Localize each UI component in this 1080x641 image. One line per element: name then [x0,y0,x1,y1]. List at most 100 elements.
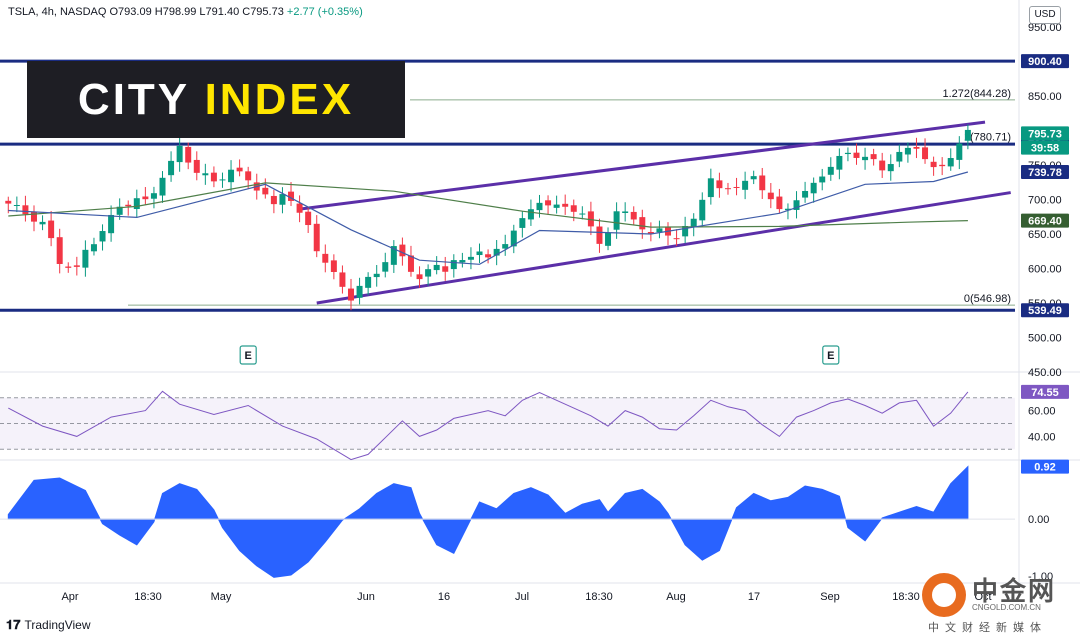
candle-body[interactable] [416,274,423,280]
candle-body[interactable] [887,164,894,172]
candle-body[interactable] [262,187,269,195]
candle-body[interactable] [168,160,175,176]
candle-body[interactable] [202,173,209,176]
candle-body[interactable] [142,196,149,200]
candle-body[interactable] [5,200,12,204]
candle-body[interactable] [802,190,809,198]
candle-body[interactable] [288,191,295,201]
candle-body[interactable] [647,231,654,234]
moving-average-fast-line[interactable] [8,171,969,265]
candle-body[interactable] [65,266,72,268]
candle-body[interactable] [562,203,569,207]
candle-body[interactable] [870,154,877,160]
candle-body[interactable] [810,182,817,194]
candle-body[interactable] [73,265,80,267]
candle-body[interactable] [322,253,329,263]
candle-body[interactable] [724,188,731,190]
candle-body[interactable] [219,179,226,181]
candle-body[interactable] [622,211,629,213]
candle-body[interactable] [656,228,663,233]
candle-body[interactable] [82,249,89,268]
candle-body[interactable] [502,244,509,249]
candle-body[interactable] [108,214,115,234]
candle-body[interactable] [707,178,714,198]
candle-body[interactable] [373,273,380,278]
candle-body[interactable] [450,260,457,270]
candle-body[interactable] [699,199,706,221]
candle-body[interactable] [13,205,20,207]
candle-body[interactable] [673,238,680,240]
candle-body[interactable] [185,146,192,163]
candle-body[interactable] [613,211,620,230]
candle-body[interactable] [742,180,749,190]
candle-body[interactable] [767,192,774,200]
candle-body[interactable] [347,288,354,301]
earnings-marker-icon[interactable] [239,345,257,365]
candle-body[interactable] [759,175,766,191]
candle-body[interactable] [339,272,346,287]
candle-body[interactable] [956,143,963,160]
candle-body[interactable] [228,169,235,183]
candle-body[interactable] [125,204,132,207]
candle-body[interactable] [476,251,483,256]
candle-body[interactable] [399,244,406,257]
tradingview-brand[interactable]: 𝟏𝟕 TradingView [6,617,91,633]
candle-body[interactable] [150,193,157,199]
candle-body[interactable] [407,255,414,272]
candle-body[interactable] [827,166,834,175]
candle-body[interactable] [844,152,851,155]
candle-body[interactable] [433,264,440,271]
candle-body[interactable] [587,211,594,227]
candle-body[interactable] [493,248,500,256]
candle-body[interactable] [48,220,55,239]
candle-body[interactable] [382,262,389,272]
candle-body[interactable] [733,186,740,188]
candle-body[interactable] [30,211,37,222]
candle-body[interactable] [776,196,783,210]
candle-body[interactable] [605,232,612,246]
candle-body[interactable] [56,237,63,264]
candle-body[interactable] [836,155,843,170]
candle-body[interactable] [630,211,637,220]
candle-body[interactable] [133,198,140,210]
candle-body[interactable] [313,223,320,252]
candle-body[interactable] [296,203,303,213]
candle-body[interactable] [596,226,603,244]
candle-body[interactable] [553,204,560,208]
candle-body[interactable] [459,260,466,263]
currency-button[interactable]: USD [1029,6,1061,24]
candle-body[interactable] [536,202,543,211]
candle-body[interactable] [922,147,929,160]
candle-body[interactable] [330,260,337,272]
candle-body[interactable] [39,221,46,225]
candle-body[interactable] [939,164,946,167]
candle-body[interactable] [784,208,791,211]
earnings-marker-icon[interactable] [822,345,840,365]
candle-body[interactable] [930,161,937,168]
candle-body[interactable] [527,209,534,220]
candle-body[interactable] [519,218,526,228]
candle-body[interactable] [365,276,372,288]
candle-body[interactable] [485,254,492,258]
candle-body[interactable] [210,172,217,182]
candle-body[interactable] [116,206,123,215]
candle-body[interactable] [793,200,800,210]
candle-body[interactable] [682,225,689,237]
candle-body[interactable] [22,205,29,215]
oscillator-area[interactable] [7,465,969,578]
candle-body[interactable] [570,205,577,212]
candle-body[interactable] [879,160,886,171]
channel-lower-line[interactable] [316,191,1011,305]
candle-body[interactable] [913,147,920,149]
candle-body[interactable] [245,171,252,181]
candle-body[interactable] [862,156,869,161]
candle-body[interactable] [716,180,723,189]
candle-body[interactable] [236,167,243,172]
candle-body[interactable] [750,176,757,180]
candle-body[interactable] [176,145,183,163]
candle-body[interactable] [964,129,971,141]
candle-body[interactable] [425,269,432,277]
candle-body[interactable] [819,176,826,183]
candle-body[interactable] [947,158,954,167]
candle-body[interactable] [390,246,397,265]
